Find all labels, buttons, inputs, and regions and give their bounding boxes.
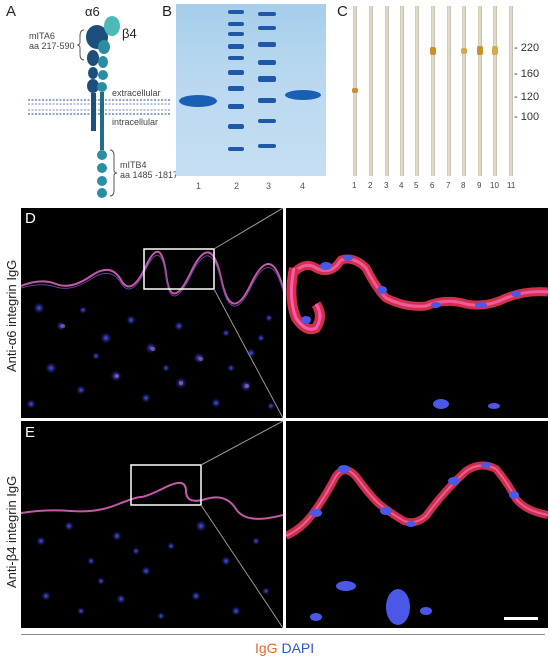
panel-e-zoom-box — [130, 464, 202, 506]
strip-10 — [493, 6, 497, 176]
strip-label-4: 4 — [399, 181, 404, 190]
strip-label-5: 5 — [414, 181, 419, 190]
itb4-brace — [109, 149, 118, 197]
itb4-range: aa 1485 -1817 — [120, 170, 179, 181]
integrin-schematic — [28, 16, 170, 198]
strip-9 — [478, 6, 482, 176]
scale-bar — [504, 617, 538, 620]
strip-label-2: 2 — [368, 181, 373, 190]
strip-label-3: 3 — [384, 181, 389, 190]
mw-marker-120: - 120 — [514, 91, 540, 103]
strip-label-7: 7 — [446, 181, 451, 190]
strip-5 — [415, 6, 419, 176]
gel-lane-3: 3 — [266, 181, 272, 191]
panel-d-overview-svg — [21, 208, 283, 418]
strip-label-8: 8 — [461, 181, 466, 190]
channel-legend: IgG DAPI — [255, 640, 314, 656]
strip-label-10: 10 — [490, 181, 499, 190]
strip-3 — [385, 6, 389, 176]
legend-divider — [21, 634, 545, 635]
strip-2 — [369, 6, 373, 176]
itga6-name: mITA6 — [29, 31, 55, 41]
panel-e-side-label: Anti-β4 integrin IgG — [4, 475, 19, 588]
band-strip-10 — [492, 46, 498, 55]
band-strip-8 — [461, 48, 467, 54]
strip-label-6: 6 — [430, 181, 435, 190]
panel-d-zoom-svg — [286, 254, 548, 409]
panel-e-zoom-image — [286, 421, 548, 628]
panel-d-zoom-box — [143, 248, 215, 290]
gel-lane-4: 4 — [300, 181, 306, 191]
itga6-brace — [76, 29, 85, 61]
itga6-range: aa 217-590 — [29, 41, 75, 52]
strip-8 — [462, 6, 466, 176]
itb4-name: mITB4 — [120, 160, 147, 170]
gel-lane-2: 2 — [234, 181, 240, 191]
band-strip-6 — [430, 47, 436, 55]
gel-bands — [179, 10, 321, 151]
intracellular-label: intracellular — [112, 117, 159, 127]
strip-11 — [509, 6, 513, 176]
strip-label-11: 11 — [507, 181, 516, 190]
panel-e-overview-svg — [21, 421, 283, 628]
itga6-caption: mITA6 aa 217-590 — [29, 31, 75, 52]
sds-page-gel — [176, 4, 326, 176]
panel-d-zoom-image — [286, 208, 548, 418]
panel-d-overview-image — [21, 208, 283, 418]
panel-d-letter: D — [25, 210, 36, 227]
panel-c-letter: C — [337, 3, 348, 20]
band-strip-9 — [477, 46, 483, 55]
strip-label-1: 1 — [352, 181, 357, 190]
mw-marker-100: - 100 — [514, 111, 540, 123]
panel-e-overview-image — [21, 421, 283, 628]
strip-7 — [447, 6, 451, 176]
strip-6 — [431, 6, 435, 176]
band-strip-1 — [352, 88, 358, 93]
mw-marker-160: - 160 — [514, 68, 540, 80]
itb4-caption: mITB4 aa 1485 -1817 — [120, 160, 178, 181]
extracellular-label: extracellular — [112, 88, 161, 98]
panel-d-side-label: Anti-α6 integrin IgG — [4, 259, 19, 372]
cell-membrane — [28, 99, 170, 115]
alpha6-label: α6 — [85, 4, 100, 19]
panel-e-zoom-svg — [286, 461, 548, 625]
legend-igg: IgG — [255, 640, 278, 656]
panel-e-letter: E — [25, 424, 36, 441]
panel-b-letter: B — [162, 3, 173, 20]
legend-dapi: DAPI — [281, 640, 315, 656]
beta4-chain — [97, 16, 120, 198]
beta4-label: β4 — [122, 26, 137, 41]
panel-a-letter: A — [6, 3, 17, 20]
mw-marker-220: - 220 — [514, 42, 540, 54]
strip-4 — [400, 6, 404, 176]
gel-lane-1: 1 — [196, 181, 202, 191]
strip-label-9: 9 — [477, 181, 482, 190]
